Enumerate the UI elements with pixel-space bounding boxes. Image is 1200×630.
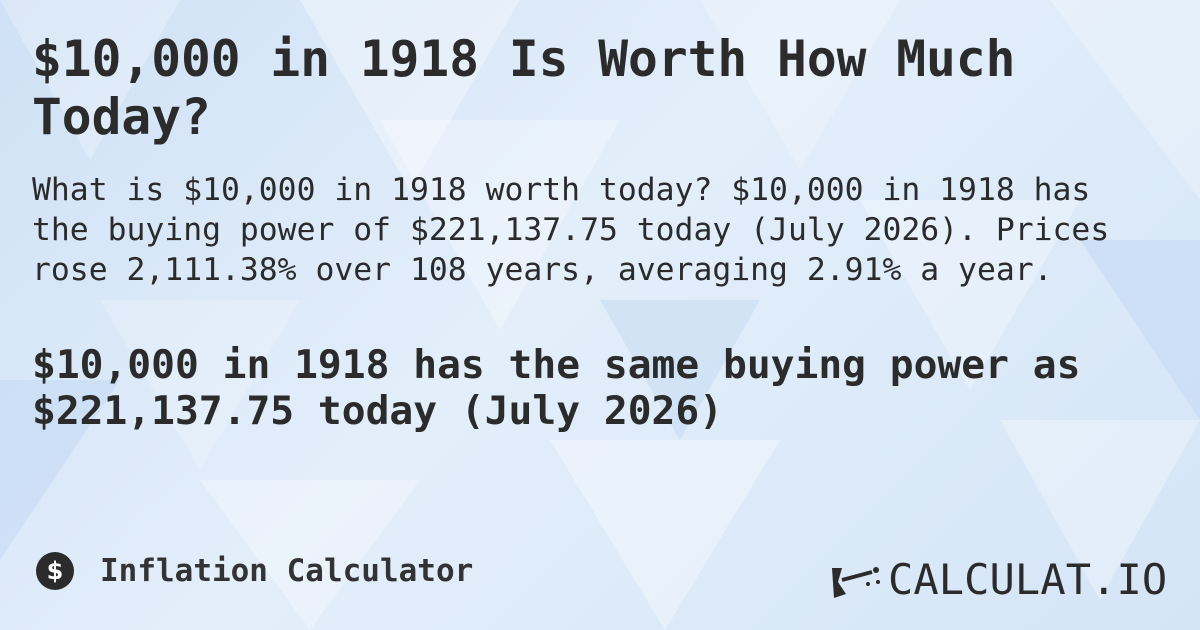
title: $10,000 in 1918 Is Worth How Much Today? [32, 30, 1016, 146]
dollar-icon: $ [36, 552, 74, 590]
brand-logo-icon [832, 567, 880, 598]
svg-text:$: $ [47, 557, 64, 585]
description: What is $10,000 in 1918 worth today? $10… [32, 172, 1110, 288]
brand: CALCULAT.IO [888, 555, 1168, 604]
category: Inflation Calculator [100, 553, 474, 589]
highlight: $10,000 in 1918 has the same buying powe… [32, 342, 1081, 434]
